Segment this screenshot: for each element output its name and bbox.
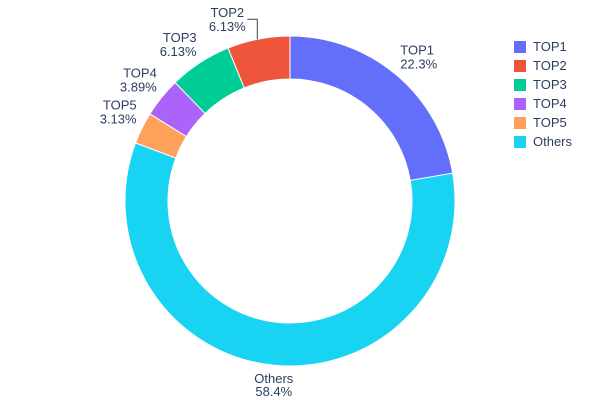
slice-label-percent: 22.3% bbox=[400, 56, 437, 71]
legend-item-top3[interactable]: TOP3 bbox=[514, 78, 572, 91]
legend-swatch bbox=[514, 59, 526, 72]
legend-swatch bbox=[514, 116, 526, 129]
slice-top4[interactable] bbox=[149, 81, 206, 138]
legend-item-top2[interactable]: TOP2 bbox=[514, 59, 572, 72]
legend-label: TOP1 bbox=[533, 39, 567, 54]
legend-label: TOP5 bbox=[533, 115, 567, 130]
slice-label-name: TOP3 bbox=[163, 30, 197, 45]
legend-item-top1[interactable]: TOP1 bbox=[514, 40, 572, 53]
legend-item-others[interactable]: Others bbox=[514, 135, 572, 148]
slice-label-percent: 6.13% bbox=[160, 44, 197, 59]
legend-item-top5[interactable]: TOP5 bbox=[514, 116, 572, 129]
legend-label: TOP2 bbox=[533, 58, 567, 73]
legend-swatch bbox=[514, 135, 526, 148]
legend-label: Others bbox=[533, 134, 573, 149]
slice-label-name: Others bbox=[254, 371, 294, 386]
slice-label-percent: 6.13% bbox=[209, 19, 246, 34]
label-leader-line bbox=[247, 18, 258, 40]
slice-label-name: TOP5 bbox=[103, 98, 137, 113]
slice-top3[interactable] bbox=[174, 47, 245, 115]
slice-label-percent: 3.13% bbox=[100, 112, 137, 127]
legend-item-top4[interactable]: TOP4 bbox=[514, 97, 572, 110]
slice-label-percent: 3.89% bbox=[120, 80, 157, 95]
slice-top2[interactable] bbox=[227, 35, 291, 89]
slice-label-percent: 58.4% bbox=[255, 384, 292, 399]
slice-others[interactable] bbox=[124, 142, 456, 367]
legend-label: TOP3 bbox=[533, 77, 567, 92]
legend-swatch bbox=[514, 78, 526, 91]
legend: TOP1 TOP2 TOP3 TOP4 TOP5 Others bbox=[514, 40, 572, 148]
slice-label-name: TOP1 bbox=[400, 42, 434, 57]
legend-label: TOP4 bbox=[533, 96, 567, 111]
slice-top5[interactable] bbox=[134, 113, 188, 159]
legend-swatch bbox=[514, 40, 526, 53]
slice-label-name: TOP4 bbox=[123, 66, 157, 81]
slice-label-name: TOP2 bbox=[210, 5, 244, 20]
legend-swatch bbox=[514, 97, 526, 110]
